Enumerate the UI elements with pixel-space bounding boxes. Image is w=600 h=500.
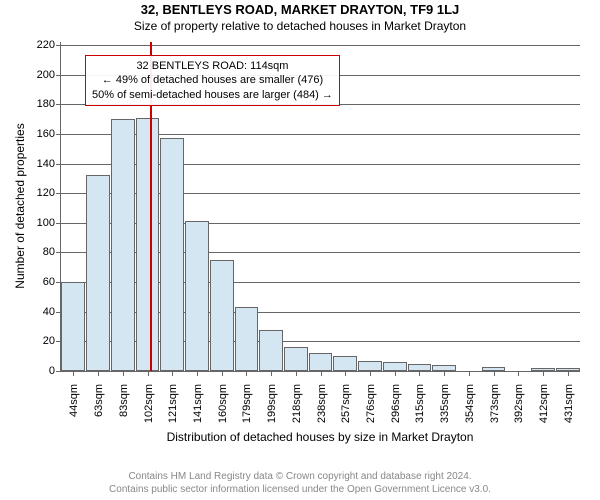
x-tick-label: 160sqm — [215, 384, 229, 423]
chart-subtitle: Size of property relative to detached ho… — [0, 17, 600, 33]
bar — [111, 119, 135, 371]
x-tick-label: 392sqm — [511, 384, 525, 423]
bar-slot: 276sqm — [358, 42, 383, 371]
bar-slot: 335sqm — [432, 42, 457, 371]
annotation-line-3: 50% of semi-detached houses are larger (… — [92, 88, 333, 102]
annotation-line-2: ← 49% of detached houses are smaller (47… — [92, 73, 333, 87]
x-tick-label: 179sqm — [239, 384, 253, 423]
y-tick-label: 20 — [43, 335, 61, 347]
footer-line-1: Contains HM Land Registry data © Crown c… — [0, 470, 600, 483]
y-tick-label: 0 — [49, 365, 61, 377]
bar — [284, 347, 308, 371]
bar — [408, 364, 432, 371]
y-tick-label: 160 — [37, 128, 61, 140]
y-tick-label: 40 — [43, 306, 61, 318]
y-axis-title: Number of detached properties — [13, 41, 27, 371]
x-tick-label: 44sqm — [66, 384, 80, 417]
bar — [185, 221, 209, 371]
x-tick-label: 373sqm — [487, 384, 501, 423]
bar-slot: 392sqm — [506, 42, 531, 371]
bar — [383, 362, 407, 371]
x-tick-label: 102sqm — [141, 384, 155, 423]
x-tick-label: 431sqm — [561, 384, 575, 423]
y-tick-label: 200 — [37, 69, 61, 81]
x-tick-label: 335sqm — [437, 384, 451, 423]
y-tick-label: 220 — [37, 39, 61, 51]
y-tick-label: 80 — [43, 246, 61, 258]
x-tick-label: 354sqm — [462, 384, 476, 423]
x-tick-label: 141sqm — [190, 384, 204, 423]
x-axis-title: Distribution of detached houses by size … — [60, 430, 580, 444]
bar — [259, 330, 283, 371]
bar — [160, 138, 184, 371]
property-size-histogram: { "title": "32, BENTLEYS ROAD, MARKET DR… — [0, 0, 600, 500]
attribution-footer: Contains HM Land Registry data © Crown c… — [0, 470, 600, 500]
plot-area: 020406080100120140160180200220 44sqm63sq… — [60, 42, 580, 372]
x-tick-label: 83sqm — [116, 384, 130, 417]
bar-slot: 412sqm — [531, 42, 556, 371]
x-tick-label: 218sqm — [289, 384, 303, 423]
x-tick-label: 238sqm — [314, 384, 328, 423]
bar — [358, 361, 382, 371]
x-tick-label: 296sqm — [388, 384, 402, 423]
x-tick-label: 121sqm — [165, 384, 179, 423]
bar — [333, 356, 357, 371]
bar — [61, 282, 85, 371]
bar-slot: 373sqm — [481, 42, 506, 371]
x-tick-label: 199sqm — [264, 384, 278, 423]
bar-slot: 315sqm — [407, 42, 432, 371]
bar-slot: 354sqm — [457, 42, 482, 371]
bar-slot: 296sqm — [382, 42, 407, 371]
x-tick-label: 276sqm — [363, 384, 377, 423]
y-tick-label: 100 — [37, 217, 61, 229]
x-tick-label: 315sqm — [412, 384, 426, 423]
y-tick-label: 140 — [37, 158, 61, 170]
bar — [136, 118, 160, 371]
footer-line-2: Contains public sector information licen… — [0, 483, 600, 496]
bar-slot: 44sqm — [61, 42, 86, 371]
x-tick-label: 257sqm — [338, 384, 352, 423]
bar — [86, 175, 110, 371]
bar — [210, 260, 234, 371]
y-tick-label: 180 — [37, 98, 61, 110]
bar — [235, 307, 259, 371]
bar — [309, 353, 333, 371]
chart-title: 32, BENTLEYS ROAD, MARKET DRAYTON, TF9 1… — [0, 0, 600, 17]
y-tick-label: 120 — [37, 187, 61, 199]
y-tick-label: 60 — [43, 276, 61, 288]
x-tick-label: 63sqm — [91, 384, 105, 417]
annotation-line-1: 32 BENTLEYS ROAD: 114sqm — [92, 59, 333, 73]
x-tick-label: 412sqm — [536, 384, 550, 423]
bar-slot: 431sqm — [555, 42, 580, 371]
subject-annotation-box: 32 BENTLEYS ROAD: 114sqm ← 49% of detach… — [85, 55, 340, 106]
